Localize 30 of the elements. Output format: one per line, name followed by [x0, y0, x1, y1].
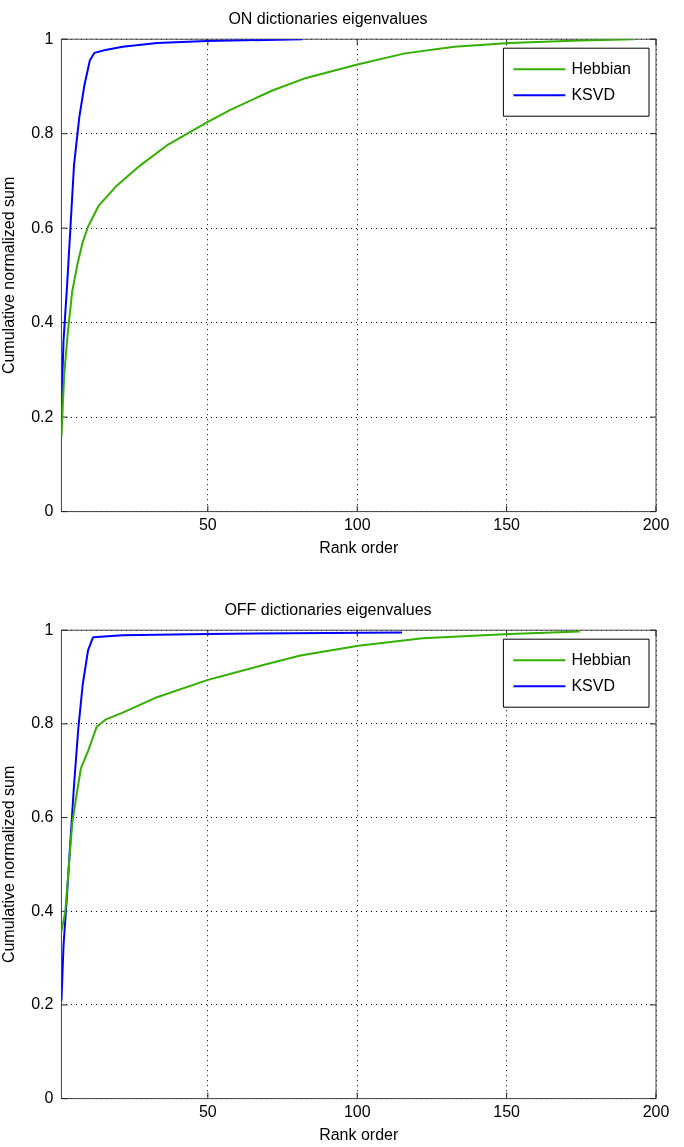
x-tick-label: 200	[642, 515, 670, 533]
y-tick-label: 0.2	[31, 995, 54, 1013]
chart-title: OFF dictionaries eigenvalues	[224, 601, 432, 619]
x-tick-label: 100	[343, 515, 371, 533]
y-tick-label: 0.4	[31, 901, 54, 919]
y-tick-label: 0.6	[31, 218, 54, 236]
x-axis-title: Rank order	[319, 538, 399, 556]
x-tick-label: 150	[493, 515, 521, 533]
y-tick-label: 0.4	[31, 313, 54, 331]
legend-label: KSVD	[571, 676, 615, 694]
x-tick-label: 200	[642, 1102, 670, 1120]
y-tick-label: 0	[44, 1089, 54, 1107]
x-tick-label: 100	[343, 1102, 371, 1120]
y-tick-label: 0.8	[31, 714, 54, 732]
chart-title: ON dictionaries eigenvalues	[228, 10, 428, 28]
y-tick-label: 1	[44, 620, 54, 638]
y-tick-label: 0.2	[31, 407, 54, 425]
legend-label: Hebbian	[571, 59, 632, 77]
legend-label: KSVD	[571, 85, 615, 103]
y-tick-label: 0.8	[31, 124, 54, 142]
x-tick-label: 150	[493, 1102, 521, 1120]
legend-label: Hebbian	[571, 650, 632, 668]
y-tick-label: 1	[44, 29, 54, 47]
y-tick-label: 0.6	[31, 807, 54, 825]
y-tick-label: 0	[44, 502, 54, 520]
y-axis-title: Cumulative normalized sum	[0, 176, 18, 375]
x-tick-label: 50	[198, 1102, 217, 1120]
x-axis-title: Rank order	[319, 1125, 399, 1143]
x-tick-label: 50	[198, 515, 217, 533]
y-axis-title: Cumulative normalized sum	[0, 765, 18, 964]
